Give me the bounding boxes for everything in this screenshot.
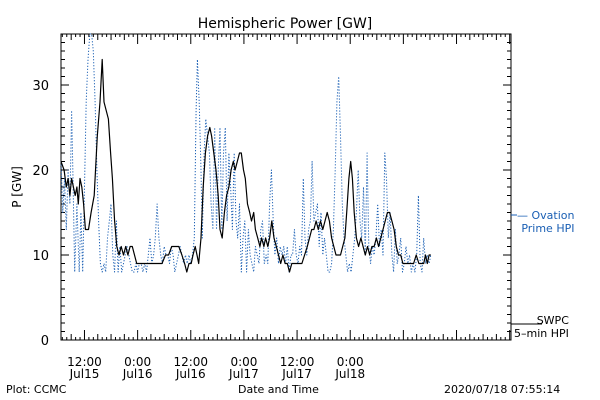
x-tick-date-label: Jul16	[175, 367, 206, 381]
legend-ovation-line2: Prime HPI	[521, 222, 575, 235]
y-tick-label: 30	[32, 79, 49, 94]
y-axis-label: P [GW]	[9, 166, 24, 208]
plot-frame	[60, 33, 512, 341]
chart-title: Hemispheric Power [GW]	[198, 16, 373, 32]
x-tick-time-label: 12:00	[67, 355, 102, 369]
x-tick-date-label: Jul15	[69, 367, 100, 381]
x-tick-date-label: Jul18	[334, 367, 365, 381]
x-tick-time-label: 0:00	[337, 355, 364, 369]
x-tick-time-label: 12:00	[280, 355, 315, 369]
legend-swpc: SWPC 5–min HPI	[514, 314, 569, 340]
swpc-series-line	[60, 58, 431, 273]
plot-timestamp: 2020/07/18 07:55:14	[444, 383, 561, 396]
legend-ovation: — Ovation Prime HPI	[517, 209, 574, 235]
y-tick-label: 20	[32, 164, 49, 179]
x-tick-time-label: 0:00	[124, 355, 151, 369]
x-axis: 12:00Jul150:00Jul1612:00Jul160:00Jul1712…	[61, 34, 511, 381]
ovation-prime-series-line	[60, 33, 432, 273]
legend-swpc-line2: 5–min HPI	[514, 327, 569, 340]
x-tick-date-label: Jul17	[281, 367, 312, 381]
x-tick-time-label: 0:00	[230, 355, 257, 369]
y-axis: 0 10 20 30	[32, 42, 511, 349]
y-tick-label: 0	[41, 334, 49, 349]
legend-swpc-line1: SWPC	[536, 314, 569, 327]
x-tick-date-label: Jul16	[122, 367, 153, 381]
x-tick-time-label: 12:00	[173, 355, 208, 369]
x-tick-date-label: Jul17	[228, 367, 259, 381]
x-axis-label: Date and Time	[238, 383, 319, 396]
legend-ovation-line1: — Ovation	[517, 209, 575, 222]
plot-credit: Plot: CCMC	[6, 383, 67, 396]
series-layer	[60, 33, 432, 273]
y-tick-label: 10	[32, 249, 49, 264]
